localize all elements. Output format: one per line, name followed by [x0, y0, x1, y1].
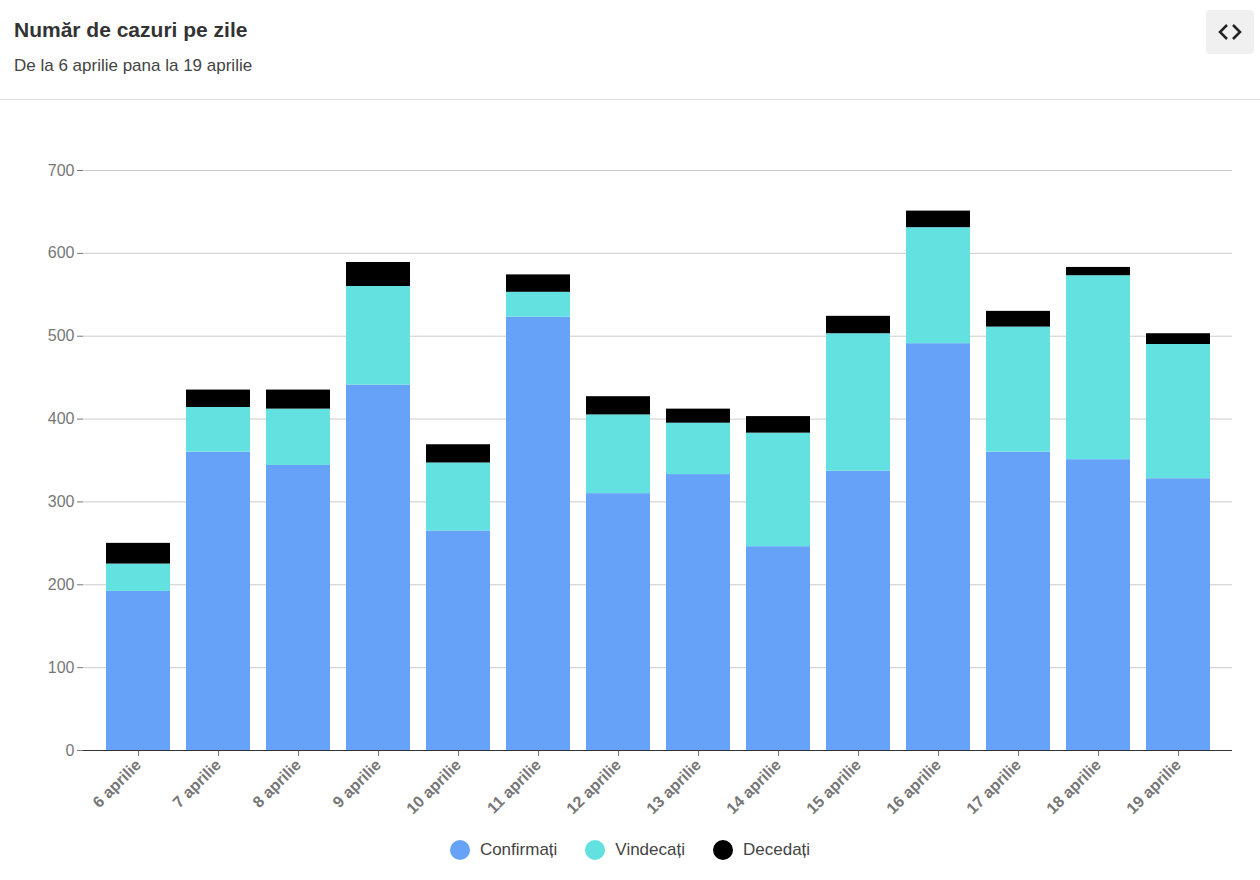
svg-text:11 aprilie: 11 aprilie — [484, 756, 545, 817]
svg-text:18 aprilie: 18 aprilie — [1043, 756, 1104, 817]
svg-text:9 aprilie: 9 aprilie — [329, 756, 384, 811]
svg-text:500: 500 — [48, 327, 75, 344]
svg-text:14 aprilie: 14 aprilie — [723, 756, 784, 817]
svg-text:12 aprilie: 12 aprilie — [563, 756, 624, 817]
svg-text:19 aprilie: 19 aprilie — [1123, 756, 1184, 817]
svg-text:700: 700 — [48, 162, 75, 179]
svg-text:7 aprilie: 7 aprilie — [169, 756, 224, 811]
svg-text:16 aprilie: 16 aprilie — [883, 756, 944, 817]
svg-text:6 aprilie: 6 aprilie — [89, 756, 144, 811]
html-text:Confirmați: Confirmați — [479, 840, 558, 859]
html-text:De la 6 aprilie pana la 19 apr: De la 6 aprilie pana la 19 aprilie — [14, 56, 253, 75]
svg-text:600: 600 — [48, 244, 75, 261]
svg-text:17 aprilie: 17 aprilie — [963, 756, 1024, 817]
svg-text:200: 200 — [48, 576, 75, 593]
html-text:Decedați: Decedați — [743, 840, 811, 859]
svg-text:400: 400 — [48, 410, 75, 427]
svg-text:13 aprilie: 13 aprilie — [643, 756, 704, 817]
html-text:Număr de cazuri pe zile: Număr de cazuri pe zile — [14, 18, 248, 41]
svg-text:0: 0 — [66, 742, 75, 759]
svg-text:100: 100 — [48, 659, 75, 676]
svg-text:300: 300 — [48, 493, 75, 510]
svg-text:15 aprilie: 15 aprilie — [803, 756, 864, 817]
svg-text:10 aprilie: 10 aprilie — [403, 756, 464, 817]
html-text:Vindecați: Vindecați — [615, 840, 685, 859]
svg-text:8 aprilie: 8 aprilie — [249, 756, 304, 811]
